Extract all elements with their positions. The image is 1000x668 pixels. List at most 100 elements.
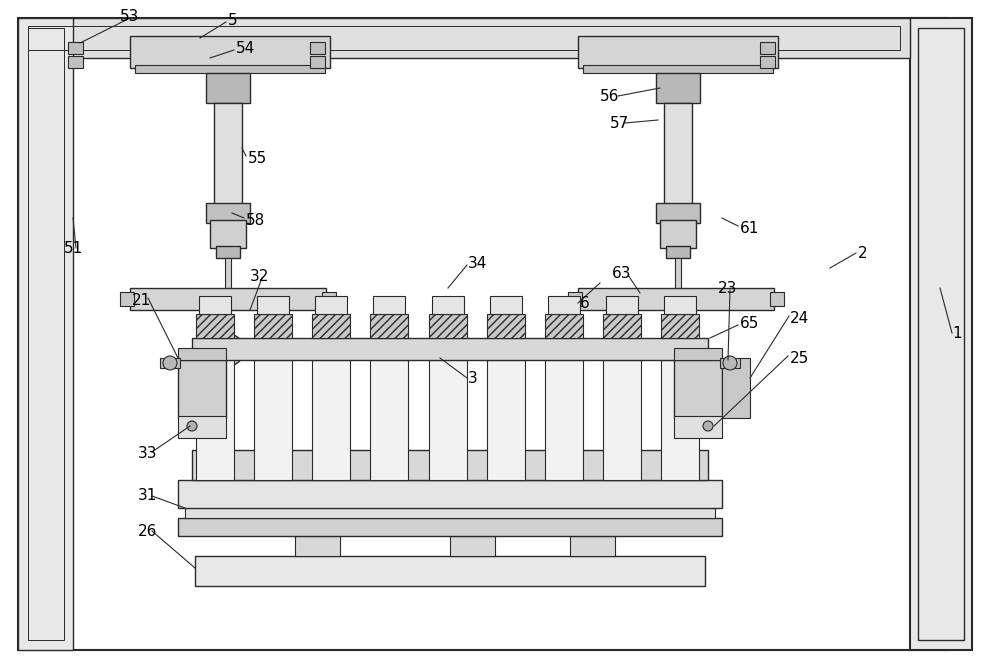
Text: 31: 31 (138, 488, 157, 504)
Bar (918, 28, 964, 640)
Bar (487, 360, 525, 480)
Bar (254, 360, 292, 480)
Text: 54: 54 (236, 41, 255, 55)
Circle shape (187, 421, 197, 431)
Circle shape (212, 334, 244, 366)
Bar (178, 518, 722, 536)
Bar (656, 203, 700, 223)
Bar (450, 536, 495, 556)
Circle shape (703, 421, 713, 431)
Circle shape (662, 334, 694, 366)
Text: 23: 23 (718, 281, 737, 295)
Bar (664, 296, 696, 314)
Bar (675, 308, 681, 340)
Circle shape (220, 342, 236, 358)
Bar (545, 360, 583, 480)
Bar (770, 292, 784, 306)
Bar (487, 314, 525, 338)
Bar (212, 342, 244, 348)
Bar (214, 103, 242, 208)
Bar (674, 348, 722, 360)
Bar (195, 556, 705, 586)
Bar (18, 18, 910, 58)
Bar (545, 314, 583, 338)
Bar (370, 360, 408, 480)
Bar (68, 56, 83, 68)
Text: 56: 56 (600, 88, 619, 104)
Bar (295, 536, 340, 556)
Bar (225, 258, 231, 298)
Bar (315, 296, 347, 314)
Bar (120, 292, 134, 306)
Text: 21: 21 (132, 293, 151, 307)
Bar (28, 26, 900, 50)
Bar (578, 36, 778, 68)
Circle shape (723, 356, 737, 370)
Bar (199, 296, 231, 314)
Bar (661, 314, 699, 338)
Text: 51: 51 (64, 240, 83, 255)
Bar (254, 314, 292, 338)
Bar (257, 296, 289, 314)
Bar (570, 536, 615, 556)
Bar (661, 360, 699, 480)
Bar (196, 314, 234, 338)
Bar (548, 296, 580, 314)
Bar (429, 314, 467, 338)
Bar (135, 65, 325, 73)
Bar (568, 292, 582, 306)
Bar (130, 36, 330, 68)
Bar (28, 28, 64, 640)
Text: 3: 3 (468, 371, 478, 385)
Bar (322, 292, 336, 306)
Text: 58: 58 (246, 212, 265, 228)
Bar (429, 360, 467, 480)
Text: 63: 63 (612, 265, 632, 281)
Text: 65: 65 (740, 315, 759, 331)
Text: 1: 1 (952, 325, 962, 341)
Bar (674, 416, 722, 438)
Bar (310, 56, 325, 68)
Bar (312, 360, 350, 480)
Bar (206, 73, 250, 103)
Bar (664, 103, 692, 208)
Text: 24: 24 (790, 311, 809, 325)
Bar (603, 360, 641, 480)
Bar (656, 73, 700, 103)
Bar (760, 56, 775, 68)
Bar (192, 450, 708, 480)
Bar (206, 203, 250, 223)
Bar (760, 42, 775, 54)
Bar (662, 342, 694, 348)
Bar (18, 18, 73, 650)
Text: 2: 2 (858, 246, 868, 261)
Bar (674, 360, 722, 418)
Bar (578, 288, 774, 310)
Text: 34: 34 (468, 255, 487, 271)
Bar (720, 358, 740, 368)
Bar (178, 416, 226, 438)
Text: 33: 33 (138, 446, 158, 460)
Circle shape (163, 356, 177, 370)
Bar (432, 296, 464, 314)
Text: 55: 55 (248, 150, 267, 166)
Circle shape (670, 342, 686, 358)
Text: 53: 53 (120, 9, 139, 23)
Bar (130, 288, 326, 310)
Bar (178, 348, 226, 360)
Bar (196, 360, 234, 480)
Bar (185, 508, 715, 518)
Text: 6: 6 (580, 295, 590, 311)
Bar (178, 480, 722, 508)
Bar (310, 42, 325, 54)
Text: 5: 5 (228, 13, 238, 27)
Text: 26: 26 (138, 524, 157, 540)
Bar (68, 42, 83, 54)
Bar (373, 296, 405, 314)
Bar (225, 308, 231, 340)
Bar (160, 358, 180, 368)
Text: 61: 61 (740, 220, 759, 236)
Text: 25: 25 (790, 351, 809, 365)
Text: 32: 32 (250, 269, 269, 283)
Bar (216, 246, 240, 258)
